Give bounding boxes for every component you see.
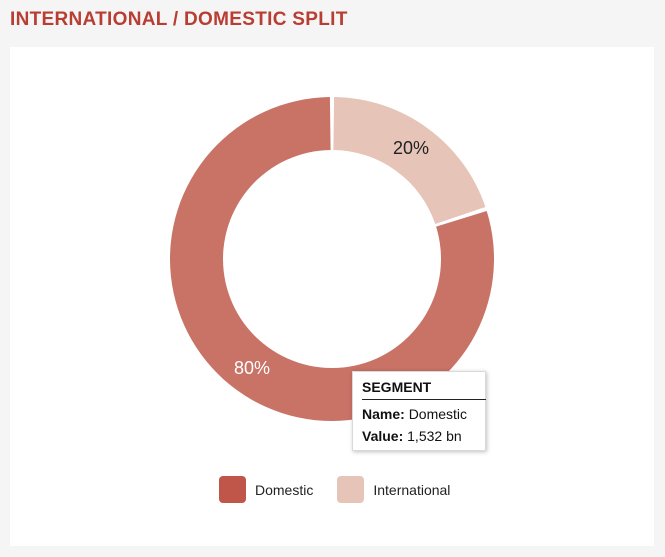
legend-label-international: International — [373, 481, 451, 498]
legend-item-domestic[interactable]: Domestic — [219, 476, 313, 503]
tooltip-name-label: Name: — [362, 406, 405, 422]
tooltip-title: SEGMENT — [362, 379, 486, 400]
slice-domestic[interactable] — [170, 97, 494, 422]
tooltip-name-value: Domestic — [408, 406, 468, 422]
slice-label-international: 20% — [393, 138, 429, 158]
legend-label-domestic: Domestic — [255, 481, 314, 498]
slice-international[interactable] — [333, 97, 486, 224]
legend-swatch-domestic — [219, 476, 246, 503]
tooltip-name-row: Name: Domestic — [362, 406, 485, 422]
slice-label-domestic: 80% — [234, 358, 270, 378]
tooltip-value-label: Value: — [362, 428, 404, 444]
chart-card — [10, 47, 654, 546]
legend-item-international[interactable]: International — [337, 476, 450, 503]
legend-swatch-international — [337, 476, 365, 503]
chart-tooltip: SEGMENT Name: Domestic Value: 1,532 bn — [352, 371, 486, 451]
page-title: INTERNATIONAL / DOMESTIC SPLIT — [10, 9, 348, 30]
chart-legend: Domestic International — [219, 476, 474, 503]
tooltip-value-row: Value: 1,532 bn — [362, 428, 485, 444]
tooltip-value-value: 1,532 bn — [407, 428, 462, 444]
